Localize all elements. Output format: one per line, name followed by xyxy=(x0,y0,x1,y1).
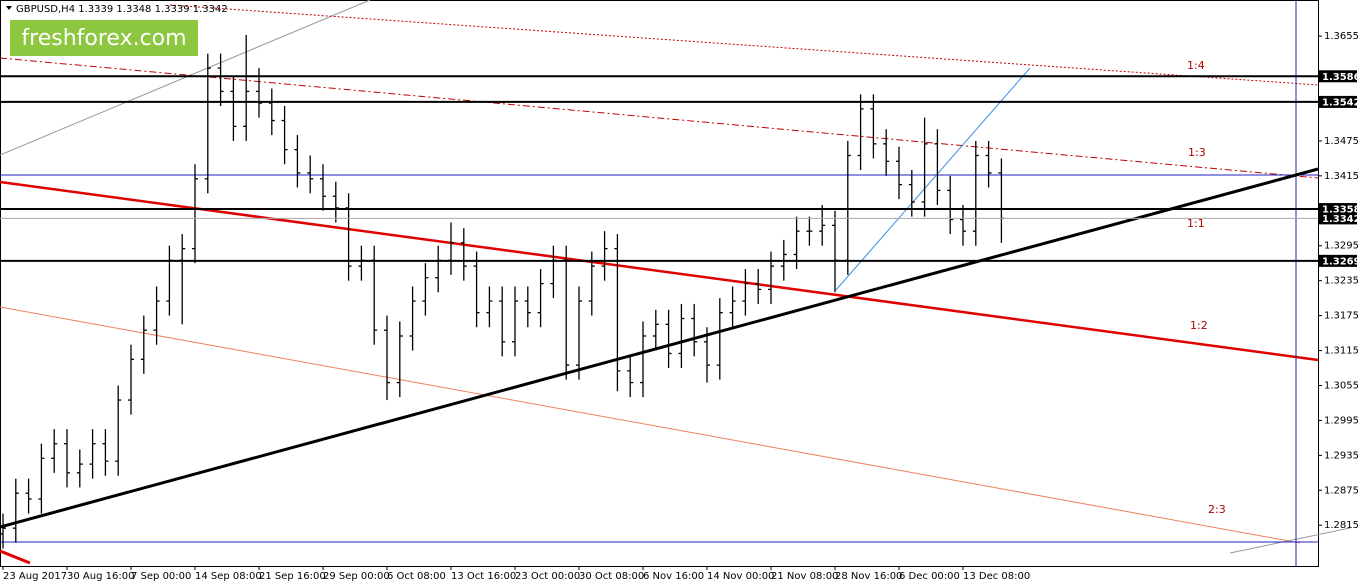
x-tick-label: 14 Sep 08:00 xyxy=(195,571,262,582)
y-tick-label: 1.2875 xyxy=(1324,485,1358,496)
trend-line xyxy=(0,0,371,156)
y-tick-label: 1.2935 xyxy=(1324,450,1358,461)
level-tag xyxy=(1319,70,1357,83)
x-tick-label: 13 Oct 16:00 xyxy=(451,571,516,582)
trend-line xyxy=(0,306,1301,544)
trend-line xyxy=(0,549,31,565)
last-price-label: 1.3342 xyxy=(1322,214,1358,225)
x-tick-label: 21 Sep 16:00 xyxy=(259,571,326,582)
plot-frame xyxy=(0,0,1319,567)
level-tag xyxy=(1319,95,1357,108)
x-tick-label: 23 Oct 00:00 xyxy=(515,571,580,582)
y-tick-label: 1.3655 xyxy=(1324,31,1358,42)
x-tick-label: 7 Sep 00:00 xyxy=(131,571,191,582)
trend-line xyxy=(0,180,1319,362)
x-tick-label: 6 Oct 08:00 xyxy=(387,571,446,582)
price-bars xyxy=(0,34,1005,549)
dropdown-icon[interactable] xyxy=(6,6,12,10)
chart-title: GBPUSD,H4 1.3339 1.3348 1.3339 1.3342 xyxy=(16,4,228,15)
level-tag xyxy=(1319,203,1357,216)
level-tag xyxy=(1319,254,1357,267)
fib-label: 1:2 xyxy=(1190,319,1208,332)
last-price-tag xyxy=(1319,212,1357,225)
trend-line xyxy=(835,67,1031,291)
fib-label: 1:4 xyxy=(1187,59,1205,72)
y-tick-label: 1.3175 xyxy=(1324,311,1358,322)
trend-line xyxy=(0,57,1319,179)
x-tick-label: 28 Nov 16:00 xyxy=(835,571,902,582)
level-label: 1.3586 xyxy=(1322,72,1358,83)
x-tick-label: 21 Nov 08:00 xyxy=(771,571,838,582)
y-tick-label: 1.3295 xyxy=(1324,241,1358,252)
x-tick-label: 30 Oct 08:00 xyxy=(579,571,644,582)
x-tick-label: 13 Dec 08:00 xyxy=(963,571,1030,582)
fib-label: 1:3 xyxy=(1188,146,1206,159)
level-label: 1.3269 xyxy=(1322,256,1358,267)
trend-line xyxy=(0,167,1319,529)
y-tick-label: 1.3055 xyxy=(1324,380,1358,391)
x-tick-label: 6 Dec 00:00 xyxy=(899,571,960,582)
watermark-box xyxy=(10,20,198,56)
y-tick-label: 1.2815 xyxy=(1324,520,1358,531)
x-tick-label: 14 Nov 00:00 xyxy=(707,571,774,582)
x-tick-label: 29 Sep 00:00 xyxy=(323,571,390,582)
x-tick-label: 30 Aug 16:00 xyxy=(67,571,134,582)
y-tick-label: 1.3235 xyxy=(1324,276,1358,287)
y-tick-label: 1.3475 xyxy=(1324,136,1358,147)
fib-label: 2:3 xyxy=(1208,503,1226,516)
y-tick-label: 1.3415 xyxy=(1324,171,1358,182)
y-tick-label: 1.3115 xyxy=(1324,346,1358,357)
watermark: freshforex.com xyxy=(21,26,186,51)
level-label: 1.3542 xyxy=(1322,97,1358,108)
fib-label: 1:1 xyxy=(1187,217,1205,230)
x-tick-label: 6 Nov 16:00 xyxy=(643,571,704,582)
trend-line xyxy=(1229,527,1351,554)
level-label: 1.3358 xyxy=(1322,205,1358,216)
y-tick-label: 1.2995 xyxy=(1324,415,1358,426)
x-tick-label: 23 Aug 2017 xyxy=(3,571,67,582)
